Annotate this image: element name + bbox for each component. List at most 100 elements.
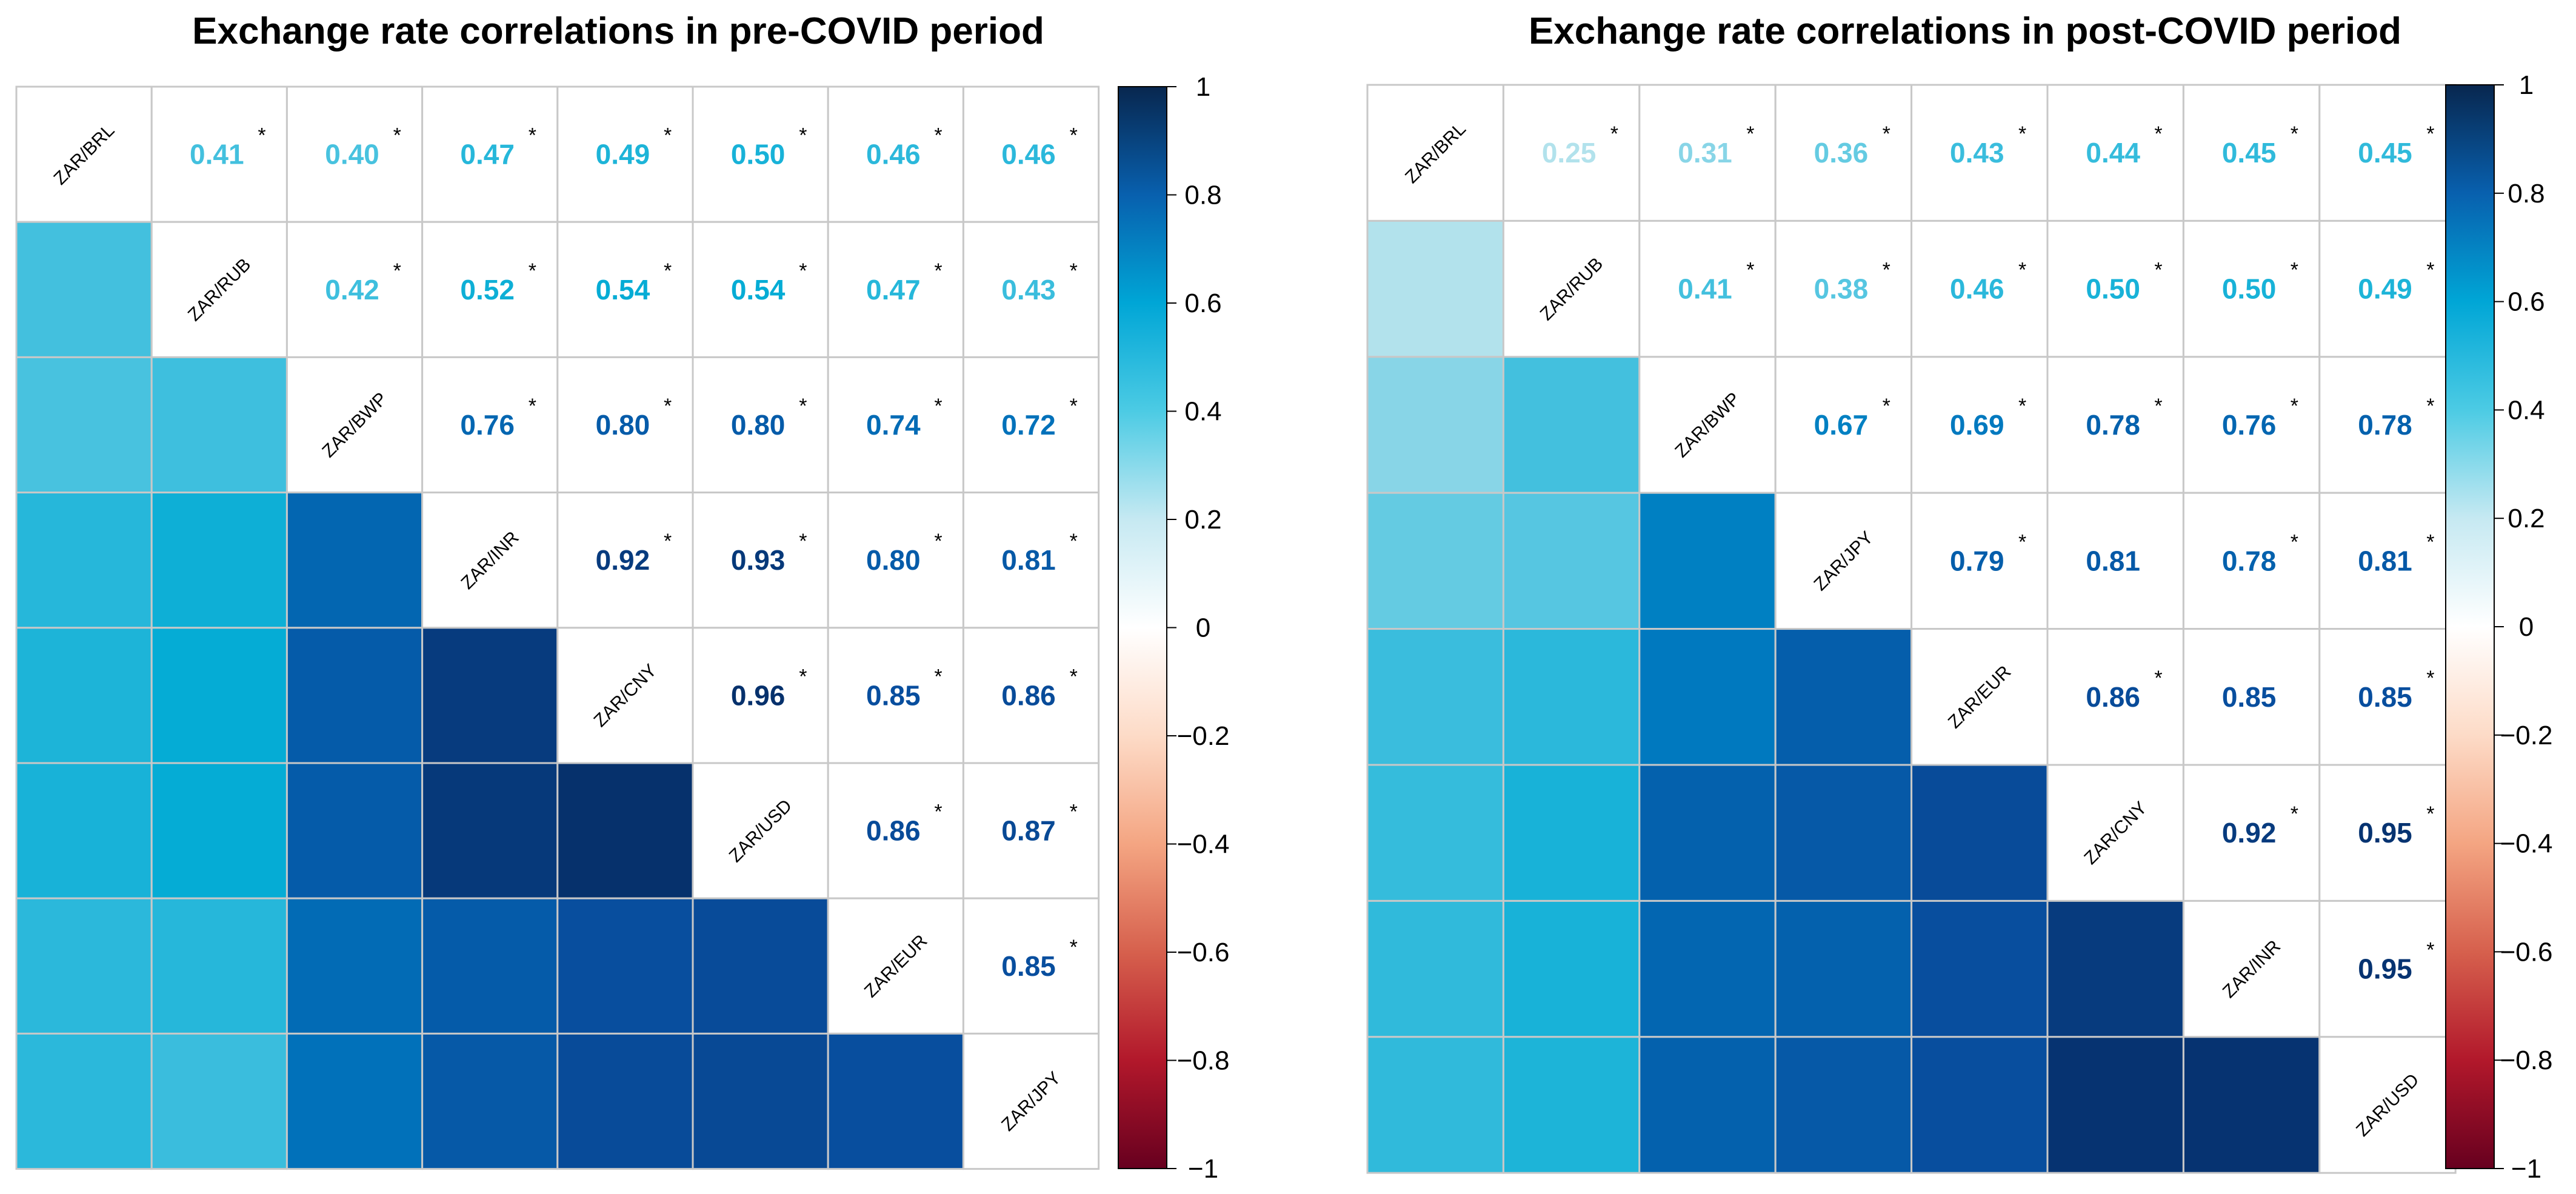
heatmap-cell	[285, 492, 424, 629]
significance-star: *	[2018, 122, 2026, 145]
significance-star: *	[934, 801, 942, 824]
coefficient-label: 0.50	[731, 139, 786, 170]
significance-star: *	[2426, 259, 2434, 282]
significance-star: *	[2291, 259, 2298, 282]
coefficient-label: 0.45	[2358, 137, 2412, 168]
coefficient-cell	[2182, 356, 2321, 494]
heatmap-cell	[556, 762, 694, 899]
colorbar-tick-label: −0.6	[2500, 937, 2553, 967]
heatmap-cell	[1502, 1036, 1641, 1174]
coefficient-label: 0.86	[2086, 681, 2140, 713]
heatmap-cell	[1910, 899, 2049, 1038]
significance-star: *	[664, 395, 672, 418]
coefficient-label: 0.93	[731, 544, 786, 576]
diagonal-cell	[2318, 1036, 2457, 1174]
heatmap-cell	[1774, 899, 1913, 1038]
coefficient-cell	[1910, 492, 2049, 630]
coefficient-cell	[556, 221, 694, 358]
heatmap-cell	[2046, 899, 2184, 1038]
coefficient-label: 0.31	[1678, 137, 1732, 168]
coefficient-label: 0.74	[866, 409, 921, 441]
heatmap-cell	[15, 627, 153, 764]
heatmap-cell	[1638, 764, 1777, 902]
coefficient-label: 0.85	[1001, 950, 1056, 982]
significance-star: *	[2154, 122, 2162, 145]
coefficient-label: 0.49	[596, 139, 650, 170]
heatmap-cell	[150, 762, 288, 899]
coefficient-label: 0.69	[1950, 409, 2004, 441]
coefficient-cell	[827, 85, 964, 223]
heatmap-cell	[1638, 899, 1777, 1038]
heatmap-cell	[1638, 628, 1777, 766]
heatmap-cell	[1366, 899, 1504, 1038]
heatmap-cell	[1774, 628, 1913, 766]
heatmap-cell	[556, 1032, 694, 1170]
significance-star: *	[2291, 530, 2298, 553]
coefficient-label: 0.86	[1001, 679, 1056, 711]
significance-star: *	[2291, 802, 2298, 825]
significance-star: *	[1883, 259, 1890, 282]
coefficient-label: 0.45	[2222, 137, 2277, 168]
coefficient-cell	[556, 356, 694, 494]
significance-star: *	[799, 530, 807, 553]
chart-title: Exchange rate correlations in pre-COVID …	[192, 10, 1044, 52]
heatmap-cell	[285, 762, 424, 899]
colorbar	[1118, 86, 1167, 1169]
heatmap-cell	[15, 762, 153, 899]
heatmap-cell	[150, 897, 288, 1035]
colorbar-tick-label: 0.4	[1184, 397, 1221, 427]
coefficient-cell	[2318, 628, 2457, 766]
diagonal-cell	[1910, 628, 2049, 766]
colorbar-tick-label: 0.6	[2508, 287, 2544, 317]
coefficient-cell	[2182, 219, 2321, 358]
coefficient-label: 0.52	[460, 274, 515, 305]
colorbar-tick-label: 1	[2519, 70, 2534, 100]
significance-star: *	[529, 259, 536, 282]
significance-star: *	[2291, 395, 2298, 418]
coefficient-label: 0.92	[596, 544, 650, 576]
significance-star: *	[1070, 259, 1078, 282]
colorbar	[2445, 84, 2495, 1169]
significance-star: *	[1070, 801, 1078, 824]
coefficient-cell	[421, 221, 559, 358]
coefficient-cell	[962, 85, 1100, 223]
diagonal-cell	[150, 221, 288, 358]
coefficient-label: 0.85	[866, 679, 921, 711]
coefficient-label: 0.43	[1001, 274, 1056, 305]
significance-star: *	[2018, 259, 2026, 282]
coefficient-label: 0.85	[2222, 681, 2277, 713]
coefficient-cell	[2182, 764, 2321, 902]
coefficient-cell	[421, 356, 559, 494]
coefficient-cell	[2318, 764, 2457, 902]
coefficient-cell	[1910, 219, 2049, 358]
heatmap-cell	[556, 897, 694, 1035]
heatmap-cell	[827, 1032, 964, 1170]
significance-star: *	[2426, 530, 2434, 553]
significance-star: *	[1610, 122, 1618, 145]
coefficient-label: 0.50	[2086, 273, 2140, 305]
significance-star: *	[934, 530, 942, 553]
heatmap-cell	[1366, 628, 1504, 766]
coefficient-label: 0.80	[596, 409, 650, 441]
coefficient-label: 0.47	[866, 274, 921, 305]
significance-star: *	[2154, 667, 2162, 690]
coefficient-label: 0.81	[2358, 545, 2412, 576]
coefficient-cell	[692, 221, 829, 358]
significance-star: *	[664, 124, 672, 147]
coefficient-label: 0.47	[460, 139, 515, 170]
significance-star: *	[2426, 802, 2434, 825]
coefficient-label: 0.44	[2086, 137, 2140, 168]
coefficient-label: 0.67	[1814, 409, 1869, 441]
coefficient-cell	[962, 492, 1100, 629]
coefficient-label: 0.87	[1001, 815, 1056, 847]
heatmap-cell	[1366, 356, 1504, 494]
heatmap-cell	[1502, 628, 1641, 766]
coefficient-cell	[2318, 492, 2457, 630]
heatmap-cell	[285, 627, 424, 764]
heatmap-cell	[150, 627, 288, 764]
significance-star: *	[799, 124, 807, 147]
heatmap-cell	[15, 897, 153, 1035]
chart-title: Exchange rate correlations in post-COVID…	[1529, 10, 2401, 52]
coefficient-cell	[2046, 84, 2184, 222]
